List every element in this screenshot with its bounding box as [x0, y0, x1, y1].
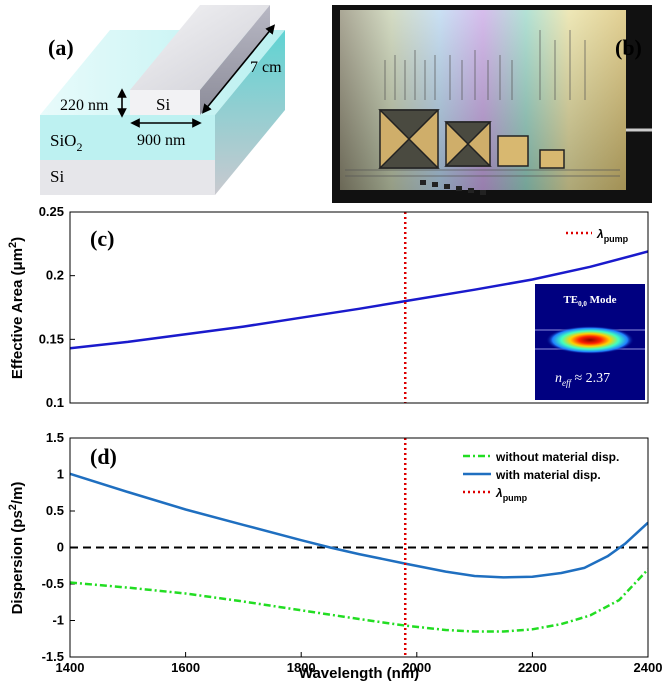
legend-c-lambda: λpump — [596, 227, 629, 244]
y-tick-label: 1 — [57, 467, 64, 482]
length-label: 7 cm — [250, 59, 282, 76]
y-tick-label: -1 — [52, 613, 64, 628]
series-line-0 — [70, 568, 648, 633]
ridge-front-face — [130, 90, 200, 115]
series-line-1 — [70, 472, 648, 579]
chart-d-series — [70, 438, 648, 657]
x-tick-label: 1800 — [287, 660, 316, 675]
x-tick-label: 1600 — [171, 660, 200, 675]
legend-d-lambda: λpump — [495, 486, 528, 503]
chart-c-frame — [69, 211, 649, 404]
chart-d-ticks: -1.5 -1 -0.5 0 0.5 1 1.5 1400 1600 1800 2000 2200 24… — [42, 430, 663, 675]
x-tick-label: 2200 — [518, 660, 547, 675]
chip-pads — [378, 109, 565, 169]
y-tick-label: -0.5 — [42, 576, 64, 591]
series-line-0 — [70, 250, 648, 350]
y-tick-label: 0 — [57, 540, 64, 555]
y-tick-label: 0.2 — [46, 268, 64, 283]
panel-c-label: (c) — [90, 226, 114, 251]
mode-inset: TE0,0 Mode neff ≈ 2.37 — [535, 284, 645, 400]
substrate-label: Si — [50, 167, 64, 186]
panel-a-label: (a) — [48, 35, 74, 60]
width-label: 900 nm — [137, 132, 186, 149]
legend-d-with: with material disp. — [495, 468, 601, 482]
y-tick-label: 0.1 — [46, 395, 64, 410]
y-tick-label: 0.25 — [39, 204, 64, 219]
length-arrow — [201, 24, 276, 114]
chip-photo: (b) — [332, 5, 652, 203]
height-label: 220 nm — [60, 97, 109, 114]
legend-d-without: without material disp. — [495, 450, 619, 464]
box-label: SiO2 — [50, 131, 82, 154]
panel-b-label: (b) — [615, 35, 642, 60]
chart-d-xlabel: Wavelength (nm) — [299, 665, 419, 681]
x-tick-label: 2400 — [634, 660, 663, 675]
chart-c-ticks: 0.1 0.15 0.2 0.25 — [39, 204, 75, 410]
chart-c-series — [70, 212, 648, 403]
x-tick-label: 2000 — [402, 660, 431, 675]
y-tick-label: 1.5 — [46, 430, 64, 445]
chart-d-legend: without material disp. with material dis… — [463, 450, 619, 503]
inset-title: TE0,0 Mode — [563, 294, 616, 308]
inset-neff: neff ≈ 2.37 — [555, 371, 610, 388]
chip-markers — [420, 180, 486, 195]
y-tick-label: -1.5 — [42, 649, 64, 664]
chart-c-legend: λpump — [566, 227, 629, 244]
chart-c-ylabel: Effective Area (μm2) — [7, 237, 26, 379]
waveguide-schematic: (a) 220 nm Si 7 cm 900 nm SiO2 Si — [40, 5, 285, 195]
panel-d-label: (d) — [90, 444, 117, 469]
chart-d-ylabel: Dispersion (ps2/m) — [7, 482, 26, 615]
x-tick-label: 1400 — [56, 660, 85, 675]
chart-c: 0.10.150.20.25 Effective Area (μm2) (c) … — [7, 204, 649, 410]
y-tick-label: 0.5 — [46, 503, 64, 518]
chip-structures — [345, 30, 620, 177]
core-label: Si — [156, 95, 170, 114]
y-tick-label: 0.15 — [39, 331, 64, 346]
chart-d: -1.5 -1 -0.5 0 0.5 1 1.5 1400 1600 1800 2000 2200 24… — [7, 430, 662, 681]
chart-d-frame — [69, 437, 649, 658]
